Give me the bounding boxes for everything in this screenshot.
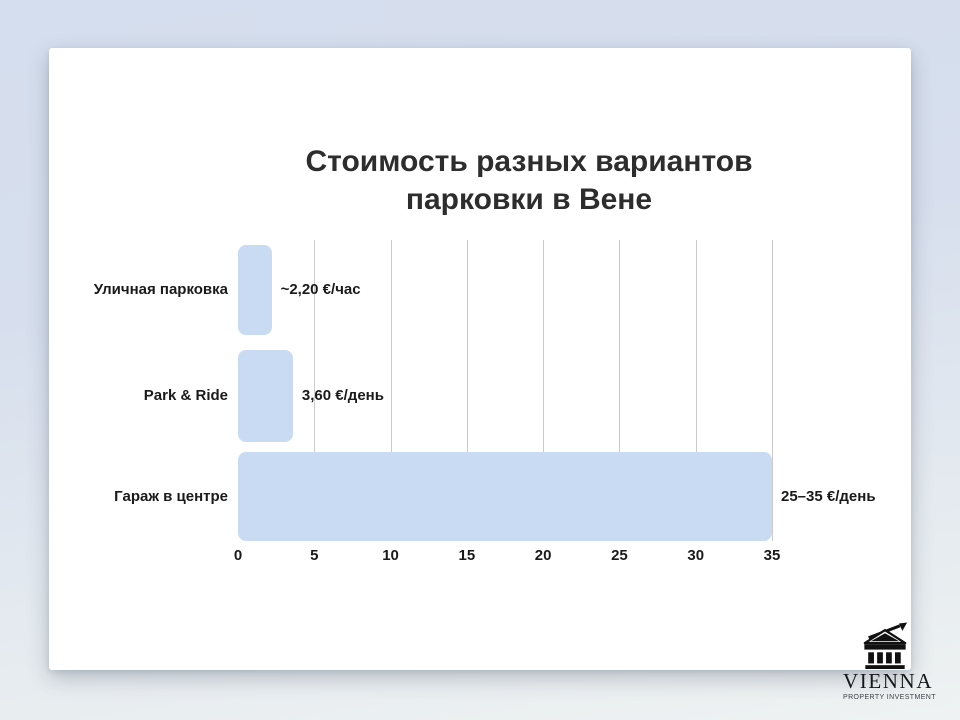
chart-title-line2: парковки в Вене	[405, 183, 653, 216]
logo-subtitle: PROPERTY INVESTMENT	[843, 694, 936, 701]
slide-card: Стоимость разных вариантов парковки в Ве…	[49, 48, 911, 670]
logo: VIENNA PROPERTY INVESTMENT	[843, 621, 936, 709]
chart-title: Стоимость разных вариантов парковки в Ве…	[199, 143, 859, 219]
logo-name: VIENNA	[843, 669, 934, 693]
vienna-building-icon	[863, 622, 908, 669]
chart-title-line1: Стоимость разных вариантов	[305, 145, 753, 178]
